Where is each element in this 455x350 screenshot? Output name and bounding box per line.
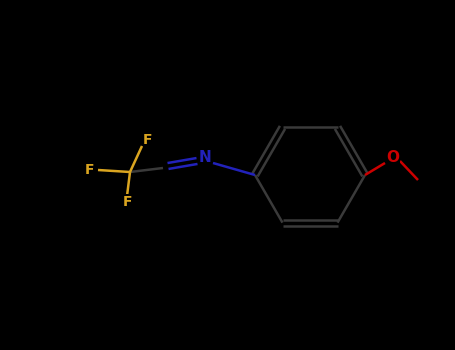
Text: F: F [143, 133, 153, 147]
Text: F: F [85, 163, 95, 177]
Text: O: O [386, 150, 399, 166]
Text: N: N [199, 150, 212, 166]
Text: F: F [122, 195, 132, 209]
